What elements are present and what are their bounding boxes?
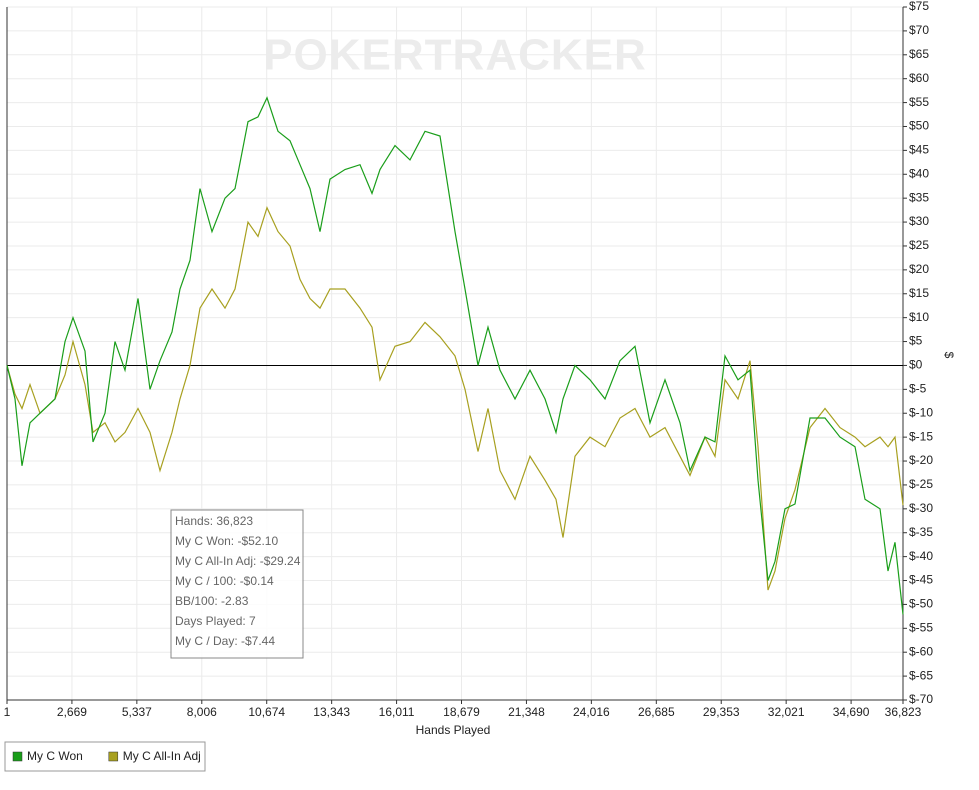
x-tick-label: 32,021 bbox=[768, 705, 805, 719]
x-tick-label: 34,690 bbox=[833, 705, 870, 719]
y-tick-label: $-55 bbox=[909, 620, 933, 634]
y-tick-label: $-50 bbox=[909, 597, 933, 611]
y-tick-label: $70 bbox=[909, 23, 929, 37]
tooltip-line: My C / 100: -$0.14 bbox=[175, 574, 274, 588]
y-tick-label: $-45 bbox=[909, 573, 933, 587]
y-tick-label: $60 bbox=[909, 71, 929, 85]
y-tick-label: $40 bbox=[909, 166, 929, 180]
tooltip-box bbox=[170, 509, 304, 659]
y-tick-label: $45 bbox=[909, 143, 929, 157]
y-axis-label: $ bbox=[942, 352, 956, 359]
x-tick-label: 24,016 bbox=[573, 705, 610, 719]
x-axis-label: Hands Played bbox=[416, 723, 491, 737]
x-tick-label: 18,679 bbox=[443, 705, 480, 719]
y-tick-label: $10 bbox=[909, 310, 929, 324]
y-tick-label: $25 bbox=[909, 238, 929, 252]
tooltip-line: My C All-In Adj: -$29.24 bbox=[175, 554, 301, 568]
y-tick-label: $0 bbox=[909, 358, 923, 372]
y-tick-label: $20 bbox=[909, 262, 929, 276]
y-tick-label: $30 bbox=[909, 214, 929, 228]
y-tick-label: $-60 bbox=[909, 644, 933, 658]
legend-label: My C All-In Adj bbox=[123, 749, 201, 763]
x-tick-label: 13,343 bbox=[313, 705, 350, 719]
x-tick-label: 36,823 bbox=[885, 705, 922, 719]
y-tick-label: $35 bbox=[909, 190, 929, 204]
tooltip-line: My C / Day: -$7.44 bbox=[175, 634, 275, 648]
y-tick-label: $5 bbox=[909, 334, 923, 348]
legend-swatch bbox=[12, 751, 23, 762]
x-tick-label: 2,669 bbox=[57, 705, 87, 719]
y-tick-label: $-35 bbox=[909, 525, 933, 539]
y-tick-label: $-5 bbox=[909, 382, 927, 396]
x-tick-label: 8,006 bbox=[187, 705, 217, 719]
y-tick-label: $-65 bbox=[909, 668, 933, 682]
x-tick-label: 1 bbox=[4, 705, 11, 719]
x-tick-label: 29,353 bbox=[703, 705, 740, 719]
legend-label: My C Won bbox=[27, 749, 83, 763]
tooltip-line: Hands: 36,823 bbox=[175, 514, 253, 528]
y-tick-label: $65 bbox=[909, 47, 929, 61]
y-tick-label: $-70 bbox=[909, 692, 933, 706]
y-tick-label: $50 bbox=[909, 119, 929, 133]
y-tick-label: $-40 bbox=[909, 549, 933, 563]
legend-box bbox=[4, 741, 206, 772]
y-tick-label: $75 bbox=[909, 0, 929, 13]
tooltip-line: My C Won: -$52.10 bbox=[175, 534, 278, 548]
legend: My C Won My C All-In Adj bbox=[4, 741, 206, 772]
y-tick-label: $-10 bbox=[909, 405, 933, 419]
y-tick-label: $-20 bbox=[909, 453, 933, 467]
x-tick-label: 26,685 bbox=[638, 705, 675, 719]
x-tick-label: 16,011 bbox=[379, 705, 415, 719]
legend-swatch bbox=[108, 751, 119, 762]
series-line bbox=[6, 206, 904, 591]
y-tick-label: $55 bbox=[909, 95, 929, 109]
x-tick-label: 5,337 bbox=[122, 705, 152, 719]
tooltip-line: BB/100: -2.83 bbox=[175, 594, 249, 608]
x-tick-label: 10,674 bbox=[248, 705, 285, 719]
tooltip-line: Days Played: 7 bbox=[175, 614, 256, 628]
y-tick-label: $-30 bbox=[909, 501, 933, 515]
series-line bbox=[6, 96, 904, 615]
y-tick-label: $-25 bbox=[909, 477, 933, 491]
tooltip: Hands: 36,823 My C Won: -$52.10 My C All-I… bbox=[170, 509, 304, 659]
x-tick-label: 21,348 bbox=[508, 705, 545, 719]
y-tick-label: $-15 bbox=[909, 429, 933, 443]
y-tick-label: $15 bbox=[909, 286, 929, 300]
